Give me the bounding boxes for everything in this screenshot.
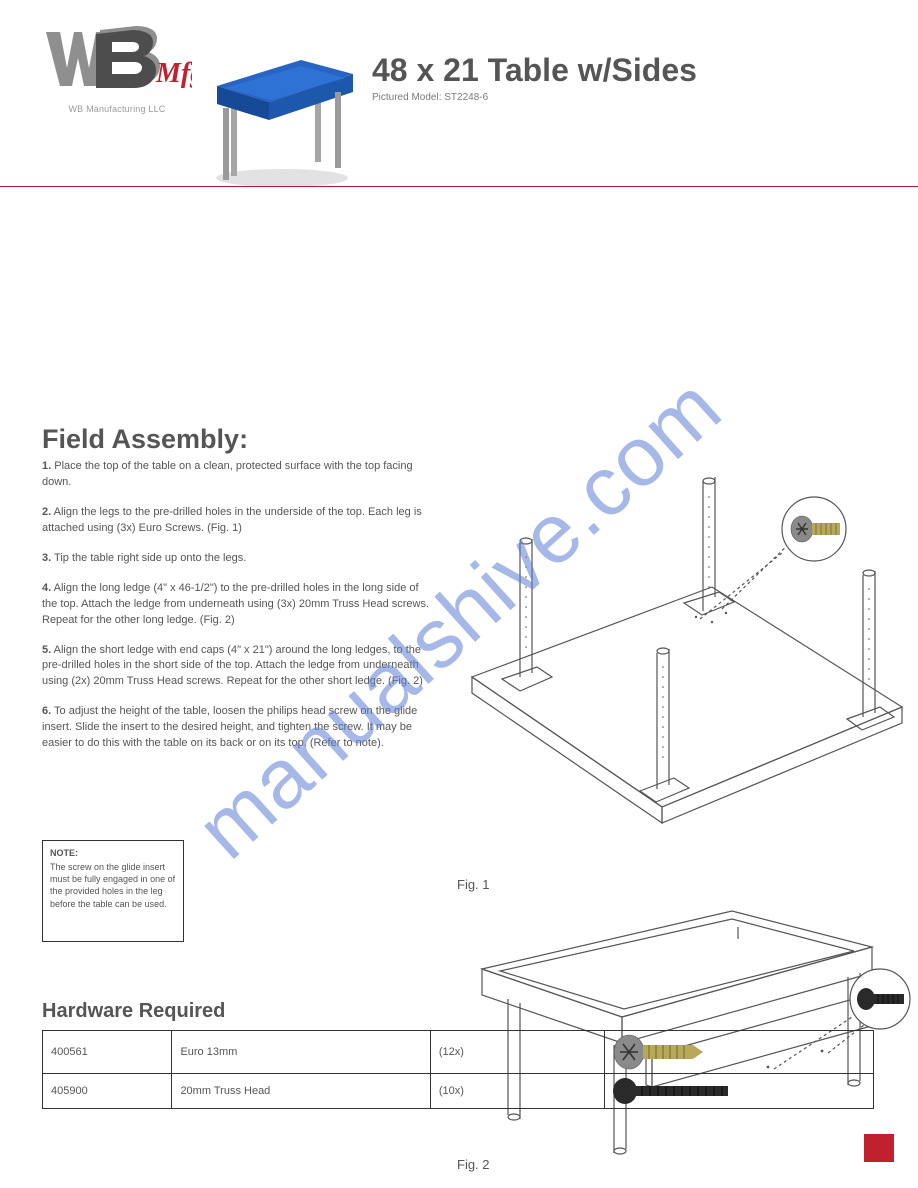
section-title: Field Assembly:	[42, 424, 876, 455]
fig2-caption: Fig. 2	[457, 1157, 490, 1172]
step1-num: 1.	[42, 460, 51, 472]
note-heading: NOTE:	[50, 847, 176, 859]
step1-text: Place the top of the table on a clean, p…	[42, 460, 413, 488]
step2-num: 2.	[42, 506, 51, 518]
step3-num: 3.	[42, 552, 51, 564]
table-row: 405900 20mm Truss Head (10x)	[43, 1074, 874, 1109]
hardware-heading: Hardware Required	[42, 1000, 225, 1023]
step6-text: To adjust the height of the table, loose…	[42, 705, 417, 749]
logo-caption: WB Manufacturing LLC	[42, 104, 192, 114]
model-caption: Pictured Model: ST2248-6	[372, 92, 488, 103]
hardware-table: 400561 Euro 13mm (12x) 405900 20mm Truss…	[42, 1030, 874, 1109]
hw-img-1	[604, 1074, 873, 1109]
note-body: The screw on the glide insert must be fu…	[50, 862, 175, 908]
step4-text: Align the long ledge (4" x 46-1/2") to t…	[42, 582, 429, 626]
product-title: 48 x 21 Table w/Sides	[372, 52, 697, 89]
table-row: 400561 Euro 13mm (12x)	[43, 1031, 874, 1074]
fig1-caption: Fig. 1	[457, 877, 490, 892]
hw-item-1: 405900	[43, 1074, 172, 1109]
step5-text: Align the short ledge with end caps (4" …	[42, 644, 423, 688]
step6-num: 6.	[42, 705, 51, 717]
hw-qty-1: (10x)	[430, 1074, 604, 1109]
logo-block: Mfg WB Manufacturing LLC	[42, 24, 192, 114]
step2-text: Align the legs to the pre-drilled holes …	[42, 506, 422, 534]
step3-text: Tip the table right side up onto the leg…	[54, 552, 246, 564]
step4-num: 4.	[42, 582, 51, 594]
note-box: NOTE: The screw on the glide insert must…	[42, 840, 184, 942]
hw-desc-0: Euro 13mm	[172, 1031, 430, 1074]
hw-desc-1: 20mm Truss Head	[172, 1074, 430, 1109]
wb-mfg-logo: Mfg	[42, 24, 192, 106]
euro-screw-icon	[609, 1033, 729, 1071]
red-rule	[0, 186, 918, 187]
hw-qty-0: (12x)	[430, 1031, 604, 1074]
assembly-section: Field Assembly: 1. Place the top of the …	[42, 424, 876, 752]
instructions: 1. Place the top of the table on a clean…	[42, 459, 432, 752]
step5-num: 5.	[42, 644, 51, 656]
svg-text:Mfg: Mfg	[155, 58, 192, 89]
figure-1: Fig. 1	[442, 477, 912, 902]
page-tab	[864, 1134, 894, 1162]
hw-img-0	[604, 1031, 873, 1074]
product-render	[197, 30, 367, 200]
truss-screw-icon	[609, 1076, 749, 1106]
hw-item-0: 400561	[43, 1031, 172, 1074]
